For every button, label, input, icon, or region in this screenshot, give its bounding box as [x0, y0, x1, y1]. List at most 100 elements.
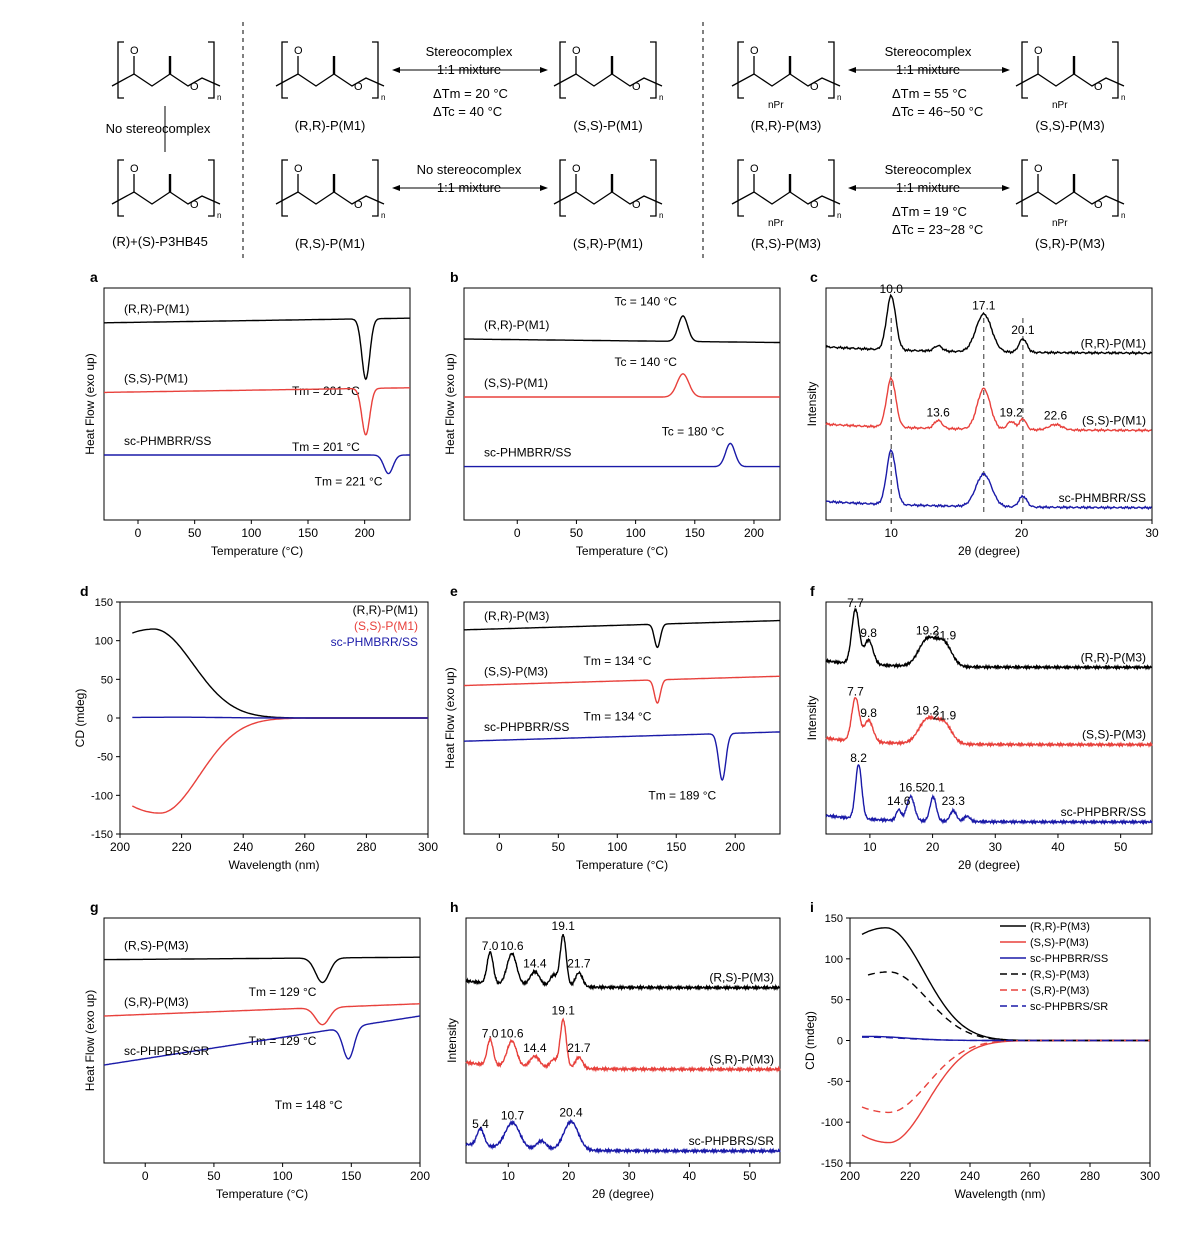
peak-annotation: Tm = 221 °C	[315, 475, 383, 489]
ester-oxygen: O	[1094, 199, 1103, 211]
peak-annotation: Tc = 140 °C	[614, 355, 677, 369]
series-label: (S,S)-P(M1)	[1082, 414, 1146, 428]
x-axis-label: Wavelength (nm)	[955, 1187, 1046, 1201]
series-label: (S,S)-P(M1)	[484, 376, 548, 390]
bracket-left	[117, 41, 124, 99]
y-axis-label: Intensity	[805, 382, 819, 427]
ester-oxygen: O	[632, 81, 641, 93]
chain-bonds	[731, 191, 841, 205]
y-axis-label: Heat Flow (exo up)	[443, 667, 457, 768]
ester-oxygen: O	[810, 199, 819, 211]
series-line	[103, 956, 420, 984]
x-tick-label: 150	[685, 526, 705, 540]
panel-letter: d	[80, 583, 89, 599]
peak-label: 19.2	[916, 703, 940, 717]
delta-tc: ΔTc = 46~50 °C	[892, 104, 983, 119]
chain-bonds	[731, 73, 841, 87]
ester-oxygen: O	[190, 199, 199, 211]
series-label: (R,R)-P(M1)	[124, 302, 189, 316]
peak-label: 16.5	[899, 781, 923, 795]
peak-label: 19.1	[552, 919, 576, 933]
x-tick-label: 0	[514, 526, 521, 540]
series-line	[825, 293, 1152, 356]
x-tick-label: 10	[863, 840, 877, 854]
series-line	[825, 448, 1153, 511]
x-axis-label: 2θ (degree)	[958, 858, 1020, 872]
chain-bonds	[275, 73, 385, 87]
plot-frame	[825, 601, 1153, 835]
chart-panel-d: d 200 220 240 260 280 300 Wavelength (nm) CD (md…	[73, 583, 438, 872]
delta-tc: ΔTc = 40 °C	[433, 104, 502, 119]
y-tick-label: -50	[827, 1076, 843, 1088]
x-tick-label: 300	[418, 840, 438, 854]
polymer-label: (R,S)-P(M1)	[295, 236, 365, 251]
repeat-subscript: n	[217, 93, 221, 102]
propyl-label: nPr	[1052, 218, 1068, 229]
series-line	[825, 764, 1153, 826]
peak-label: 20.1	[922, 781, 946, 795]
series-line	[862, 1036, 1150, 1042]
series-line	[464, 675, 781, 704]
peak-label: 21.7	[567, 956, 591, 970]
bracket-right	[372, 159, 379, 217]
carbonyl-oxygen: O	[572, 163, 581, 175]
x-tick-label: 50	[743, 1169, 757, 1183]
bracket-left	[559, 159, 566, 217]
carbonyl-oxygen: O	[1034, 163, 1043, 175]
chain-bonds	[1015, 191, 1125, 205]
x-tick-label: 260	[295, 840, 315, 854]
y-tick-label: -100	[91, 790, 113, 802]
series-line	[464, 373, 780, 398]
series-line	[104, 387, 410, 436]
carbonyl-oxygen: O	[750, 163, 759, 175]
peak-label: 14.4	[523, 956, 547, 970]
monomer-right-0: n O O	[553, 41, 663, 102]
peak-annotation: Tm = 129 °C	[249, 1034, 317, 1048]
arrow-head-right	[1002, 185, 1010, 191]
series-line	[465, 934, 781, 992]
peak-label: 7.7	[847, 684, 864, 698]
ester-oxygen: O	[354, 81, 363, 93]
peak-label: 7.0	[482, 939, 499, 953]
monomer-left-1: n O O	[275, 159, 385, 220]
scheme-title: No stereocomplex	[417, 162, 522, 177]
panel-letter: g	[90, 899, 99, 915]
p3hb-label: (R)+(S)-P3HB45	[112, 234, 208, 249]
x-axis-label: Wavelength (nm)	[229, 858, 320, 872]
repeat-subscript: n	[837, 211, 841, 220]
bracket-left	[737, 159, 744, 217]
peak-label: 10.6	[500, 939, 524, 953]
legend-entry: (S,S)-P(M3)	[1030, 937, 1089, 949]
propyl-label: nPr	[768, 218, 784, 229]
x-tick-label: 200	[410, 1169, 430, 1183]
carbonyl-oxygen: O	[130, 163, 139, 175]
peak-label: 7.0	[482, 1027, 499, 1041]
y-axis-label: Heat Flow (exo up)	[83, 990, 97, 1091]
peak-annotation: Tm = 148 °C	[275, 1098, 343, 1112]
series-label: (R,R)-P(M1)	[1081, 336, 1146, 350]
polymer-label: (R,R)-P(M1)	[295, 118, 366, 133]
bracket-right	[1112, 159, 1119, 217]
series-line	[861, 1039, 1150, 1144]
chart-panel-g: g 0 50 100 150 200 Temperature (°C) Heat Flow (…	[83, 899, 430, 1201]
x-tick-label: 20	[926, 840, 940, 854]
series-label: (R,R)-P(M1)	[484, 318, 549, 332]
y-axis-label: Heat Flow (exo up)	[443, 353, 457, 454]
series-label: sc-PHMBRR/SS	[1059, 491, 1146, 505]
series-label: sc-PHPBRR/SS	[1061, 805, 1146, 819]
bracket-right	[372, 41, 379, 99]
arrow-head-right	[540, 67, 548, 73]
peak-annotation: Tc = 180 °C	[662, 424, 725, 438]
y-axis-label: CD (mdeg)	[803, 1011, 817, 1070]
bracket-left	[559, 41, 566, 99]
repeat-subscript: n	[381, 93, 385, 102]
bracket-left	[1021, 41, 1028, 99]
y-axis-label: Intensity	[805, 696, 819, 741]
arrow-head-left	[848, 185, 856, 191]
carbonyl-oxygen: O	[1034, 45, 1043, 57]
x-tick-label: 150	[341, 1169, 361, 1183]
polymer-label: (R,S)-P(M3)	[751, 236, 821, 251]
series-line	[861, 1039, 1150, 1114]
